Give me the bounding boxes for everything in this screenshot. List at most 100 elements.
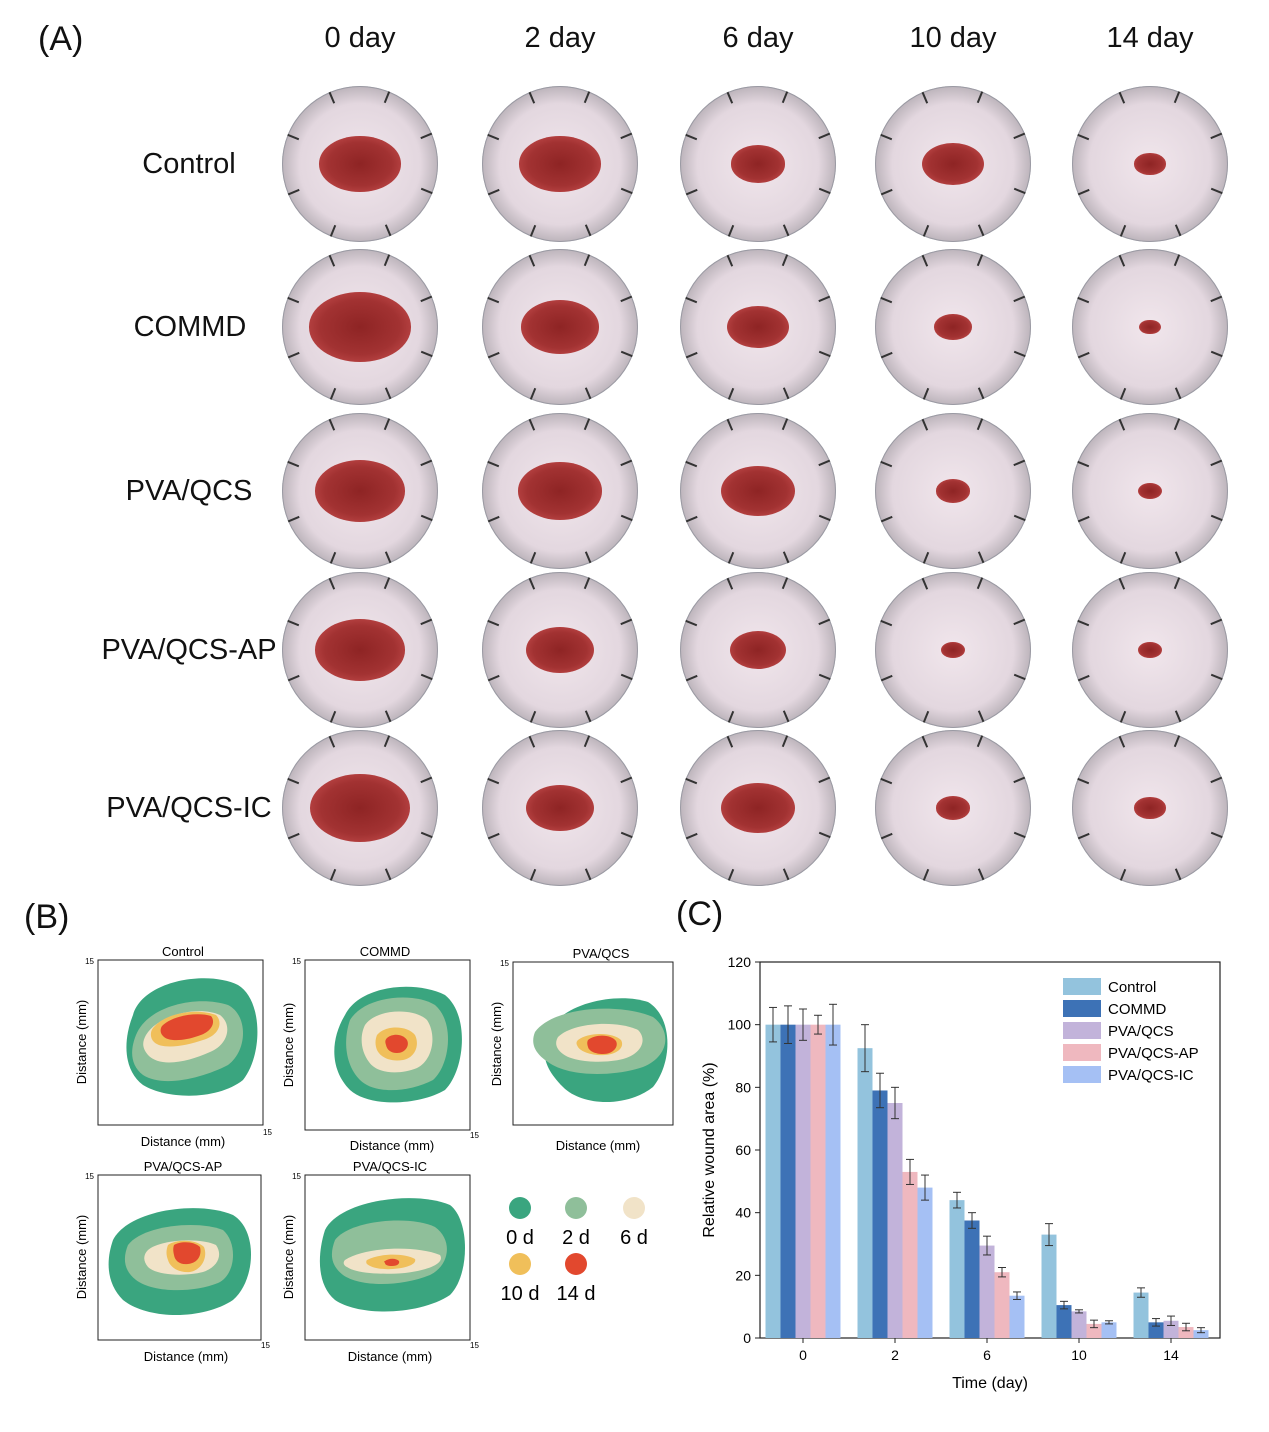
bar xyxy=(949,1200,965,1338)
legend-swatch xyxy=(1063,1000,1101,1017)
dish-tick xyxy=(922,224,930,237)
wound-photo xyxy=(875,413,1031,569)
dish-tick xyxy=(922,710,930,723)
dish-tick xyxy=(584,868,592,881)
y-tick-label: 20 xyxy=(735,1267,751,1283)
wound-area xyxy=(525,626,595,674)
dish-tick xyxy=(1173,418,1181,431)
wound-photo xyxy=(1072,249,1228,405)
dish-tick xyxy=(620,514,633,522)
dish-tick xyxy=(287,351,300,359)
panel-c-label: (C) xyxy=(676,895,724,933)
contour-xlabel: Distance (mm) xyxy=(556,1138,641,1153)
dish-tick xyxy=(529,224,537,237)
bar xyxy=(1133,1292,1149,1338)
dish-tick xyxy=(921,735,929,748)
dish-tick xyxy=(781,254,789,267)
dish-tick xyxy=(383,254,391,267)
dish-tick xyxy=(1077,832,1090,840)
dish-tick xyxy=(1013,673,1026,681)
legend-swatch xyxy=(565,1197,587,1219)
dish-tick xyxy=(818,618,831,626)
legend-swatch xyxy=(565,1253,587,1275)
wound-area xyxy=(1139,319,1161,335)
dish-tick xyxy=(726,418,734,431)
wound-area xyxy=(314,619,406,681)
dish-tick xyxy=(1118,254,1126,267)
wound-photo xyxy=(680,249,836,405)
svg-text:15: 15 xyxy=(500,959,509,968)
wound-photo xyxy=(482,572,638,728)
contour-ylabel: Distance (mm) xyxy=(74,1000,89,1085)
wound-photo xyxy=(875,730,1031,886)
svg-text:15: 15 xyxy=(85,1172,94,1181)
wound-area xyxy=(921,142,985,186)
dish-tick xyxy=(880,619,893,627)
dish-tick xyxy=(977,387,985,400)
dish-tick xyxy=(384,224,392,237)
dish-tick xyxy=(1173,91,1181,104)
dish-tick xyxy=(384,868,392,881)
wound-area xyxy=(1134,797,1166,819)
dish-tick xyxy=(1210,776,1223,784)
wound-photo xyxy=(282,730,438,886)
wound-photo xyxy=(680,730,836,886)
group-label: PVA/QCS xyxy=(125,475,253,507)
x-tick-label: 2 xyxy=(891,1347,899,1363)
wound-area xyxy=(935,796,971,820)
dish-tick xyxy=(818,831,831,839)
bar xyxy=(1056,1305,1072,1338)
legend-swatch xyxy=(1063,1066,1101,1083)
wound-area xyxy=(319,136,401,192)
contour-ylabel: Distance (mm) xyxy=(281,1003,296,1088)
bar xyxy=(994,1272,1010,1338)
dish-tick xyxy=(880,296,893,304)
bar xyxy=(1193,1330,1209,1338)
day-header: 14 day xyxy=(1106,22,1194,54)
dish-tick xyxy=(1174,387,1182,400)
contour-plot-control: Control 15 15 Distance (mm) Distance (mm… xyxy=(74,944,272,1149)
bar xyxy=(902,1171,918,1338)
dish-tick xyxy=(328,91,336,104)
dish-tick xyxy=(782,551,790,564)
dish-tick xyxy=(487,351,500,359)
y-tick-label: 100 xyxy=(728,1017,752,1033)
dish-tick xyxy=(1013,514,1026,522)
dish-tick xyxy=(818,295,831,303)
dish-tick xyxy=(726,735,734,748)
y-tick-label: 80 xyxy=(735,1079,751,1095)
bar xyxy=(1041,1234,1057,1338)
dish-tick xyxy=(685,619,698,627)
dish-tick xyxy=(529,387,537,400)
panel-a-label: (A) xyxy=(38,20,84,58)
dish-tick xyxy=(1013,132,1026,140)
dish-tick xyxy=(528,254,536,267)
dish-tick xyxy=(1174,224,1182,237)
dish-tick xyxy=(420,132,433,140)
legend-label: 10 d xyxy=(501,1283,540,1305)
dish-tick xyxy=(584,551,592,564)
dish-tick xyxy=(420,618,433,626)
svg-text:15: 15 xyxy=(470,1341,479,1350)
dish-tick xyxy=(1077,296,1090,304)
dish-tick xyxy=(782,387,790,400)
wound-photo xyxy=(875,249,1031,405)
dish-tick xyxy=(584,224,592,237)
dish-tick xyxy=(1013,831,1026,839)
wound-area xyxy=(941,642,965,658)
dish-tick xyxy=(583,418,591,431)
dish-tick xyxy=(922,551,930,564)
svg-text:15: 15 xyxy=(263,1128,272,1137)
wound-area xyxy=(521,300,599,354)
dish-tick xyxy=(685,296,698,304)
legend-label: PVA/QCS-IC xyxy=(1108,1067,1194,1084)
dish-tick xyxy=(328,735,336,748)
legend-swatch xyxy=(623,1197,645,1219)
dish-tick xyxy=(1077,777,1090,785)
y-tick-label: 40 xyxy=(735,1205,751,1221)
dish-tick xyxy=(583,254,591,267)
contour-title: PVA/QCS-AP xyxy=(144,1159,223,1174)
wound-area xyxy=(1134,153,1166,175)
contour-plot-pvaqcs: PVA/QCS 15 Distance (mm) Distance (mm) xyxy=(489,946,674,1153)
bar xyxy=(1178,1327,1194,1338)
